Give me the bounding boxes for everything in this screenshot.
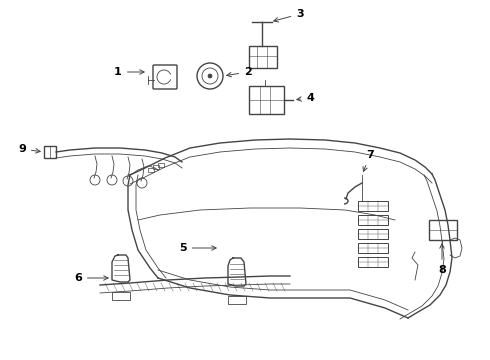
Bar bbox=[153, 165, 159, 169]
Text: 5: 5 bbox=[179, 243, 216, 253]
Text: 6: 6 bbox=[74, 273, 108, 283]
Bar bbox=[228, 296, 246, 304]
Text: 3: 3 bbox=[274, 9, 304, 22]
Bar bbox=[429, 220, 457, 240]
Text: 4: 4 bbox=[297, 93, 314, 103]
Text: 8: 8 bbox=[438, 244, 446, 275]
Bar bbox=[249, 86, 284, 114]
Bar bbox=[249, 46, 277, 68]
Text: 1: 1 bbox=[114, 67, 144, 77]
Bar bbox=[44, 146, 56, 158]
Bar bbox=[158, 163, 164, 167]
Circle shape bbox=[208, 74, 212, 78]
Bar bbox=[358, 229, 388, 239]
Text: 2: 2 bbox=[227, 67, 252, 77]
Text: 9: 9 bbox=[18, 144, 40, 154]
Bar bbox=[358, 215, 388, 225]
Bar bbox=[112, 292, 130, 300]
Bar bbox=[358, 243, 388, 253]
Bar bbox=[148, 168, 154, 172]
Text: 7: 7 bbox=[363, 150, 374, 171]
Bar bbox=[358, 257, 388, 267]
Bar bbox=[358, 201, 388, 211]
